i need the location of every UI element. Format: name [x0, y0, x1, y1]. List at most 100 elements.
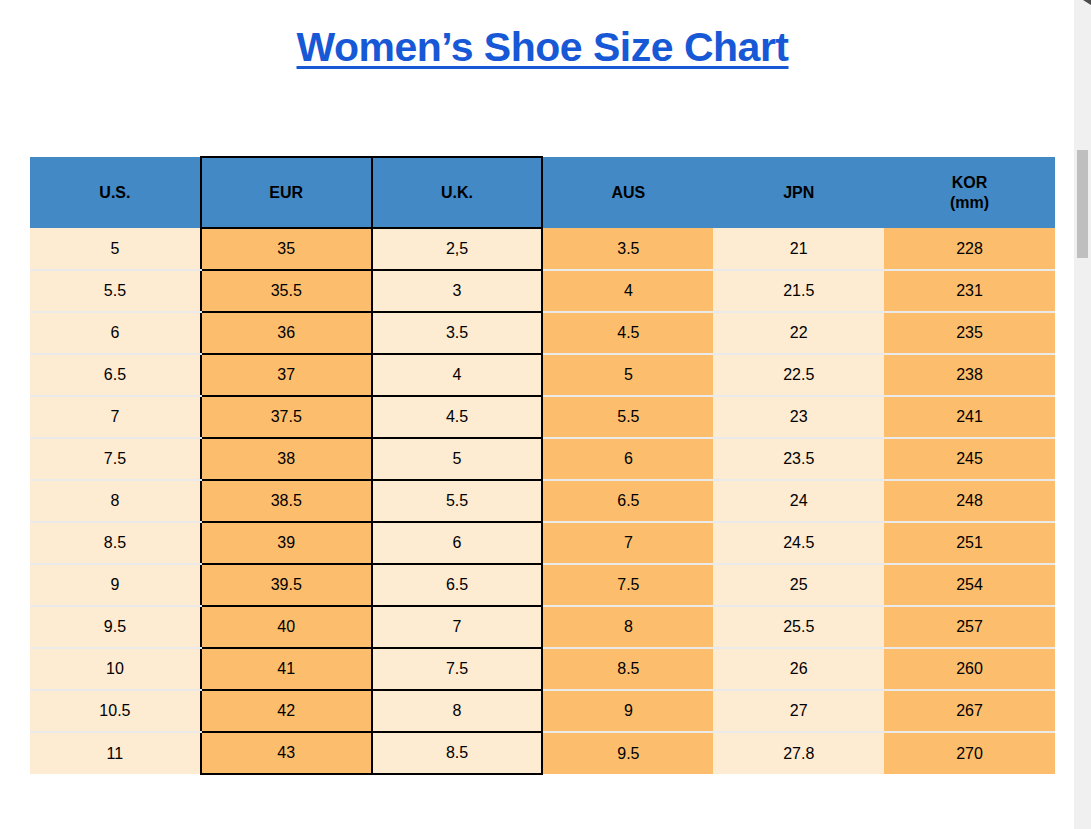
table-cell-uk: 7.5	[372, 648, 543, 690]
table-cell-uk: 3	[372, 270, 543, 312]
table-cell-eur: 35.5	[201, 270, 372, 312]
table-row: 6.5374522.5238	[30, 354, 1055, 396]
table-cell-eur: 40	[201, 606, 372, 648]
column-header-sublabel: (mm)	[884, 193, 1055, 213]
table-cell-eur: 35	[201, 228, 372, 270]
column-header-label: U.S.	[99, 184, 130, 201]
table-cell-kor: 251	[884, 522, 1055, 564]
table-cell-kor: 270	[884, 732, 1055, 774]
table-cell-aus: 7	[542, 522, 713, 564]
table-cell-uk: 3.5	[372, 312, 543, 354]
table-row: 838.55.56.524248	[30, 480, 1055, 522]
table-row: 9.5407825.5257	[30, 606, 1055, 648]
table-cell-jpn: 23	[713, 396, 884, 438]
table-cell-uk: 2,5	[372, 228, 543, 270]
table-cell-us: 10.5	[30, 690, 201, 732]
page-title: Women’s Shoe Size Chart	[297, 24, 789, 71]
table-cell-eur: 42	[201, 690, 372, 732]
table-cell-kor: 231	[884, 270, 1055, 312]
table-cell-eur: 43	[201, 732, 372, 774]
table-cell-jpn: 22	[713, 312, 884, 354]
table-header: U.S. EUR U.K. AUS JPN KOR (mm)	[30, 157, 1055, 228]
table-cell-jpn: 24	[713, 480, 884, 522]
table-cell-us: 9	[30, 564, 201, 606]
table-cell-aus: 4	[542, 270, 713, 312]
table-row: 939.56.57.525254	[30, 564, 1055, 606]
column-header-kor: KOR (mm)	[884, 157, 1055, 228]
table-cell-kor: 257	[884, 606, 1055, 648]
table-cell-aus: 3.5	[542, 228, 713, 270]
table-cell-us: 8	[30, 480, 201, 522]
table-cell-kor: 235	[884, 312, 1055, 354]
column-header-label: U.K.	[441, 184, 473, 201]
column-header-label: KOR	[952, 174, 988, 191]
table-cell-jpn: 27.8	[713, 732, 884, 774]
table-cell-jpn: 25.5	[713, 606, 884, 648]
table-cell-uk: 7	[372, 606, 543, 648]
table-cell-uk: 5	[372, 438, 543, 480]
table-cell-jpn: 22.5	[713, 354, 884, 396]
table-cell-aus: 6.5	[542, 480, 713, 522]
table-cell-eur: 38	[201, 438, 372, 480]
table-cell-eur: 39.5	[201, 564, 372, 606]
table-cell-us: 6	[30, 312, 201, 354]
table-cell-aus: 9.5	[542, 732, 713, 774]
table-cell-aus: 5	[542, 354, 713, 396]
table-cell-eur: 38.5	[201, 480, 372, 522]
table-cell-jpn: 27	[713, 690, 884, 732]
table-cell-uk: 6	[372, 522, 543, 564]
column-header-aus: AUS	[542, 157, 713, 228]
table-cell-jpn: 25	[713, 564, 884, 606]
scrollbar-track[interactable]	[1074, 0, 1091, 829]
table-cell-jpn: 26	[713, 648, 884, 690]
table-cell-uk: 8	[372, 690, 543, 732]
table-row: 737.54.55.523241	[30, 396, 1055, 438]
table-cell-kor: 267	[884, 690, 1055, 732]
table-cell-jpn: 24.5	[713, 522, 884, 564]
table-row: 5352,53.521228	[30, 228, 1055, 270]
title-container: Women’s Shoe Size Chart	[30, 24, 1055, 71]
table-cell-us: 9.5	[30, 606, 201, 648]
table-cell-aus: 5.5	[542, 396, 713, 438]
table-cell-kor: 228	[884, 228, 1055, 270]
table-row: 6363.54.522235	[30, 312, 1055, 354]
table-row: 10417.58.526260	[30, 648, 1055, 690]
table-cell-uk: 8.5	[372, 732, 543, 774]
column-header-jpn: JPN	[713, 157, 884, 228]
table-cell-eur: 39	[201, 522, 372, 564]
table-cell-eur: 37	[201, 354, 372, 396]
table-cell-kor: 254	[884, 564, 1055, 606]
column-header-label: AUS	[612, 184, 646, 201]
table-cell-eur: 41	[201, 648, 372, 690]
table-cell-eur: 36	[201, 312, 372, 354]
table-row: 10.5428927267	[30, 690, 1055, 732]
table-cell-us: 7.5	[30, 438, 201, 480]
table-cell-jpn: 23.5	[713, 438, 884, 480]
table-row: 11438.59.527.8270	[30, 732, 1055, 774]
scrollbar-thumb[interactable]	[1077, 150, 1088, 258]
column-header-uk: U.K.	[372, 157, 543, 228]
column-header-eur: EUR	[201, 157, 372, 228]
table-cell-kor: 248	[884, 480, 1055, 522]
table-cell-uk: 4	[372, 354, 543, 396]
table-cell-kor: 245	[884, 438, 1055, 480]
table-cell-aus: 8	[542, 606, 713, 648]
table-cell-uk: 5.5	[372, 480, 543, 522]
table-cell-aus: 4.5	[542, 312, 713, 354]
table-row: 8.5396724.5251	[30, 522, 1055, 564]
shoe-size-table: U.S.EURU.K.AUSJPNKOR(mm) 5352,53.5212285…	[30, 156, 1055, 775]
column-header-label: JPN	[783, 184, 814, 201]
table-cell-us: 11	[30, 732, 201, 774]
table-cell-aus: 8.5	[542, 648, 713, 690]
table-cell-us: 5.5	[30, 270, 201, 312]
table-cell-aus: 7.5	[542, 564, 713, 606]
table-header-row: U.S. EUR U.K. AUS JPN KOR (mm)	[30, 157, 1055, 228]
table-cell-us: 8.5	[30, 522, 201, 564]
table-cell-us: 5	[30, 228, 201, 270]
table-cell-uk: 6.5	[372, 564, 543, 606]
table-cell-aus: 9	[542, 690, 713, 732]
column-header-us: U.S.	[30, 157, 201, 228]
table-cell-aus: 6	[542, 438, 713, 480]
table-cell-jpn: 21.5	[713, 270, 884, 312]
table-cell-us: 7	[30, 396, 201, 438]
